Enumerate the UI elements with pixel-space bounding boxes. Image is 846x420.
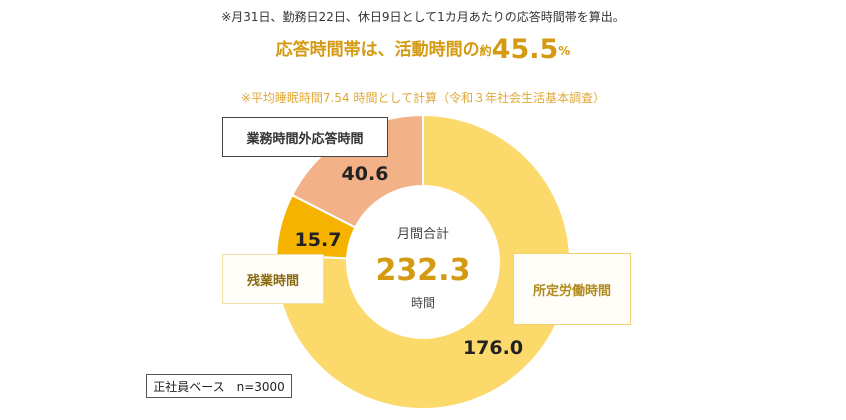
value-label-overtime: 15.7 <box>294 229 342 251</box>
slice-main-work <box>275 113 571 410</box>
note-top: ※月31日、勤務日22日、休日9日として1カ月あたりの応答時間帯を算出。 <box>221 10 625 24</box>
center-unit: 時間 <box>410 296 435 310</box>
value-label-after-hours: 40.6 <box>341 163 389 185</box>
legend-box-overtime: 残業時間 <box>222 254 324 304</box>
headline-prefix: 応答時間帯は、活動時間の <box>275 40 480 60</box>
center-label: 月間合計 <box>396 227 449 242</box>
headline-unit: % <box>558 44 571 58</box>
sample-basis-box: 正社員ベース n=3000 <box>146 374 292 398</box>
value-label-main: 176.0 <box>462 337 524 359</box>
donut-hole <box>347 186 499 338</box>
legend-box-after-hours: 業務時間外応答時間 <box>222 117 388 157</box>
headline-value: 45.5 <box>491 34 559 65</box>
note-sub: ※平均睡眠時間7.54 時間として計算（令和３年社会生活基本調査） <box>240 91 606 105</box>
headline: 応答時間帯は、活動時間の約45.5% <box>0 34 846 65</box>
legend-box-main: 所定労働時間 <box>513 253 631 325</box>
center-total-value: 232.3 <box>375 253 471 288</box>
headline-about: 約 <box>479 44 492 58</box>
